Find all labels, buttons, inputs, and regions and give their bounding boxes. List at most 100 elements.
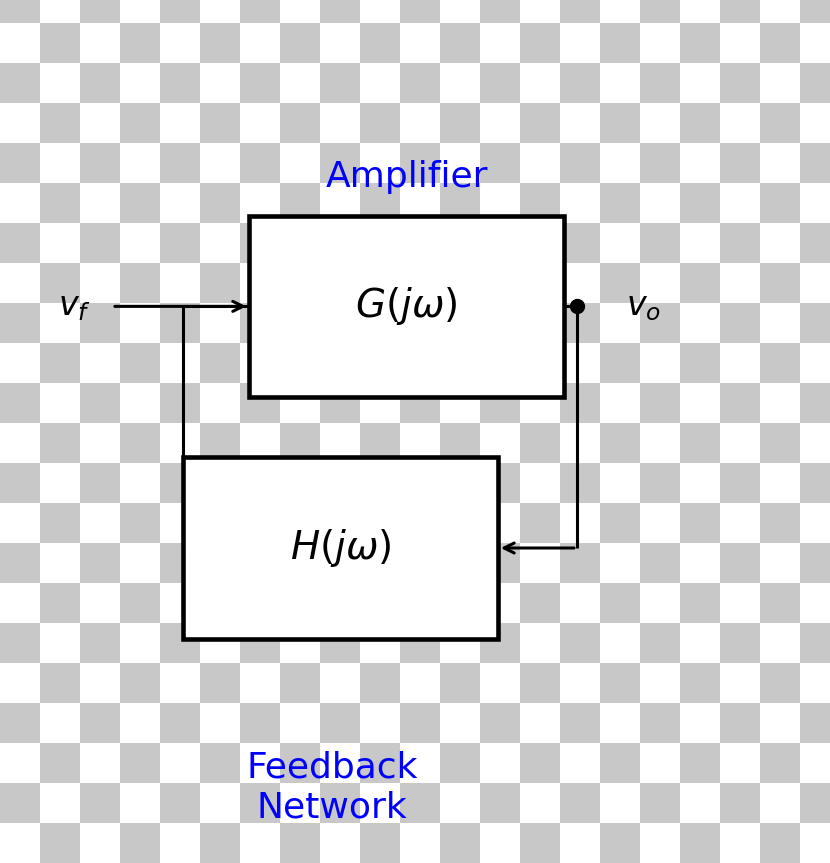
Bar	[520, 63, 560, 103]
Bar	[400, 0, 440, 23]
Bar	[600, 663, 640, 703]
Bar	[520, 183, 560, 223]
Bar	[760, 743, 800, 783]
Bar	[720, 743, 760, 783]
Bar	[40, 263, 80, 303]
Bar	[200, 303, 240, 343]
Bar	[40, 703, 80, 743]
Bar	[120, 703, 160, 743]
Bar	[760, 63, 800, 103]
Bar	[520, 0, 560, 23]
Bar	[249, 216, 564, 397]
Bar	[280, 823, 320, 863]
Bar	[520, 663, 560, 703]
Bar	[360, 63, 400, 103]
Bar	[280, 703, 320, 743]
Bar	[200, 783, 240, 823]
Bar	[560, 303, 600, 343]
Bar	[40, 423, 80, 463]
Bar	[0, 783, 40, 823]
Bar	[440, 343, 480, 383]
Bar	[520, 23, 560, 63]
Bar	[160, 503, 200, 543]
Bar	[200, 463, 240, 503]
Bar	[120, 383, 160, 423]
Bar	[240, 543, 280, 583]
Bar	[160, 183, 200, 223]
Bar	[440, 423, 480, 463]
Bar	[120, 423, 160, 463]
Bar	[760, 663, 800, 703]
Bar	[800, 423, 830, 463]
Bar	[160, 823, 200, 863]
Bar	[0, 63, 40, 103]
Bar	[560, 543, 600, 583]
Bar	[520, 623, 560, 663]
Bar	[160, 623, 200, 663]
Bar	[240, 63, 280, 103]
Bar	[360, 303, 400, 343]
Bar	[440, 463, 480, 503]
Bar	[200, 503, 240, 543]
Bar	[160, 663, 200, 703]
Bar	[440, 183, 480, 223]
Bar	[280, 743, 320, 783]
Bar	[80, 503, 120, 543]
Bar	[680, 63, 720, 103]
Bar	[440, 823, 480, 863]
Bar	[240, 743, 280, 783]
Bar	[0, 303, 40, 343]
Bar	[480, 423, 520, 463]
Bar	[600, 223, 640, 263]
Bar	[680, 103, 720, 143]
Bar	[0, 703, 40, 743]
Bar	[720, 663, 760, 703]
Bar	[520, 543, 560, 583]
Bar	[200, 583, 240, 623]
Bar	[183, 457, 498, 639]
Point	[570, 299, 583, 313]
Bar	[80, 703, 120, 743]
Bar	[80, 183, 120, 223]
Bar	[560, 703, 600, 743]
Bar	[280, 463, 320, 503]
Bar	[320, 103, 360, 143]
Bar	[120, 103, 160, 143]
Bar	[480, 743, 520, 783]
Bar	[480, 303, 520, 343]
Bar	[400, 463, 440, 503]
Bar	[80, 223, 120, 263]
Bar	[400, 143, 440, 183]
Bar	[800, 383, 830, 423]
Bar	[160, 543, 200, 583]
Bar	[120, 303, 160, 343]
Bar	[120, 623, 160, 663]
Bar	[80, 423, 120, 463]
Bar	[80, 543, 120, 583]
Text: $v_o$: $v_o$	[626, 290, 661, 323]
Bar	[40, 663, 80, 703]
Bar	[400, 783, 440, 823]
Bar	[320, 223, 360, 263]
Bar	[600, 543, 640, 583]
Bar	[560, 183, 600, 223]
Bar	[520, 223, 560, 263]
Bar	[440, 543, 480, 583]
Bar	[240, 263, 280, 303]
Bar	[80, 463, 120, 503]
Bar	[0, 343, 40, 383]
Bar	[640, 463, 680, 503]
Bar	[560, 383, 600, 423]
Bar	[280, 583, 320, 623]
Bar	[760, 823, 800, 863]
Bar	[480, 0, 520, 23]
Bar	[440, 143, 480, 183]
Bar	[320, 663, 360, 703]
Bar	[400, 743, 440, 783]
Bar	[400, 303, 440, 343]
Bar	[680, 223, 720, 263]
Bar	[160, 783, 200, 823]
Bar	[600, 63, 640, 103]
Bar	[680, 663, 720, 703]
Bar	[800, 103, 830, 143]
